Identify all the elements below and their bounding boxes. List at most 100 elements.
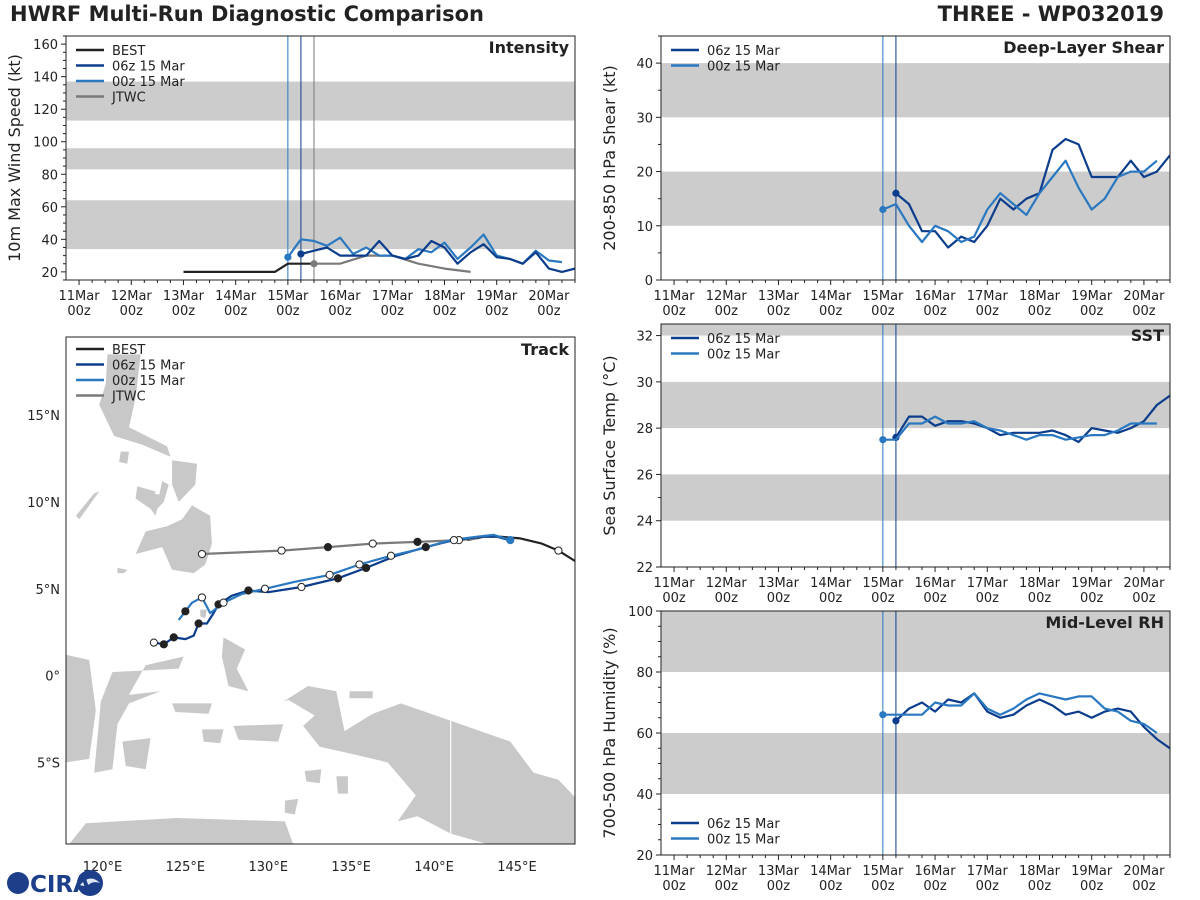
track-land [284,798,299,815]
track-lat-label: 0° [45,670,60,685]
sst-xtick-hour: 00z [662,591,686,606]
track-point-run00 [181,607,190,616]
shear-frame [660,35,1171,281]
intensity-point-run00 [284,253,292,261]
sst-band [661,474,1170,521]
sst-xtick-day: 13Mar [758,576,800,591]
track-point-run06 [421,542,430,552]
rh-legend-label-run06: 06z 15 Mar [707,817,780,832]
rh-point-run00 [879,711,887,719]
track-legend-label-jtwc: JTWC [111,390,146,405]
rh-xtick-hour: 00z [819,879,843,894]
track-land [119,451,129,464]
track-land [221,637,249,692]
intensity-legend-label-best: BEST [112,44,145,59]
rh-panel: 2040608010011Mar00z12Mar00z13Mar00z14Mar… [600,605,1171,894]
shear-ylabel: 200-850 hPa Shear (kt) [600,65,619,251]
intensity-xtick-day: 20Mar [528,289,570,304]
intensity-ytick-label: 100 [33,136,58,151]
track-point-run06 [244,586,253,595]
sst-ytick-label: 28 [636,422,653,437]
sst-ytick-label: 22 [636,561,653,576]
rh-point-run06 [892,717,900,725]
shear-xtick-day: 17Mar [967,289,1009,304]
rh-xtick-day: 14Mar [810,864,852,879]
shear-series-run06 [895,137,1170,249]
track-land [283,686,575,844]
sst-xtick-day: 16Mar [915,576,957,591]
intensity-xtick-hour: 00z [433,304,457,319]
shear-xtick-day: 16Mar [915,289,957,304]
intensity-series-run06 [300,239,575,273]
track-land [172,460,197,502]
rh-ytick-label: 40 [636,788,653,803]
sst-series-run00 [882,415,1157,441]
sst-ytick-label: 24 [636,515,653,530]
track-lat-label: 15°N [27,409,60,424]
intensity-ytick-label: 40 [41,233,58,248]
shear-xtick-hour: 00z [767,304,791,319]
track-land [233,724,284,742]
track-lon-label: 125°E [166,860,206,875]
track-point-run00 [325,570,334,579]
cira-logo-globe-icon [7,872,29,894]
sst-ylabel: Sea Surface Temp (°C) [600,355,619,535]
track-land [157,481,169,509]
intensity-series-best [183,262,314,273]
intensity-title: Intensity [489,38,570,57]
rh-xtick-hour: 00z [976,879,1000,894]
shear-xtick-hour: 00z [1132,304,1156,319]
intensity-band [66,81,575,121]
intensity-xtick-day: 12Mar [111,289,153,304]
track-point-run00 [355,560,364,569]
track-map-area [66,337,575,844]
rh-plot-area [661,611,1170,855]
intensity-ytick-label: 20 [41,266,58,281]
rh-xtick-day: 17Mar [967,864,1009,879]
track-land [117,567,128,574]
shear-xtick-day: 11Mar [654,289,696,304]
track-lat-label: 10°N [27,496,60,511]
intensity-ytick-label: 140 [33,71,58,86]
sst-ytick-label: 26 [636,468,653,483]
sst-xtick-day: 12Mar [706,576,748,591]
track-point-run00 [197,593,207,602]
figure-title: HWRF Multi-Run Diagnostic Comparison [10,2,485,26]
track-land [69,818,294,844]
track-land [304,769,322,784]
sst-xtick-day: 19Mar [1071,576,1113,591]
track-lon-label: 140°E [414,860,454,875]
rh-xtick-day: 12Mar [706,864,748,879]
sst-band [661,324,1170,336]
track-point-run06 [361,563,371,573]
track-point-run00 [386,551,396,560]
rh-xtick-day: 11Mar [654,864,696,879]
sst-xtick-hour: 00z [1132,591,1156,606]
sst-xtick-hour: 00z [871,591,895,606]
cira-logo-text: CIRA [30,872,91,898]
track-lat-label: 5°S [37,756,60,771]
shear-legend-label-run00: 00z 15 Mar [707,60,780,75]
track-land [99,354,171,457]
track-land [172,703,212,714]
track-legend-label-run06: 06z 15 Mar [112,359,185,374]
intensity-xtick-hour: 00z [67,304,91,319]
rh-xtick-hour: 00z [923,879,947,894]
track-point-run06 [297,582,306,592]
rh-xtick-day: 13Mar [758,864,800,879]
track-legend-label-run00: 00z 15 Mar [112,374,185,389]
track-land [200,609,207,619]
intensity-xtick-day: 14Mar [215,289,257,304]
intensity-xtick-day: 19Mar [476,289,518,304]
sst-legend-label-run06: 06z 15 Mar [707,332,780,347]
sst-ytick-label: 30 [636,376,653,391]
intensity-xtick-hour: 00z [224,304,248,319]
shear-panel: 01020304011Mar00z12Mar00z13Mar00z14Mar00… [600,35,1171,319]
rh-xtick-hour: 00z [1028,879,1052,894]
shear-xtick-hour: 00z [662,304,686,319]
intensity-xtick-hour: 00z [485,304,509,319]
track-title: Track [521,340,569,359]
sst-xtick-hour: 00z [767,591,791,606]
